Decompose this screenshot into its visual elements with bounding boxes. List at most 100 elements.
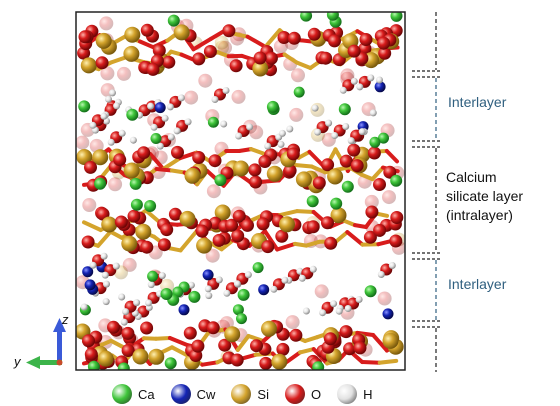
bond	[245, 34, 268, 49]
h-atom	[344, 305, 352, 312]
si-atom	[135, 223, 152, 240]
h-atom	[147, 281, 155, 289]
cw-atom	[82, 266, 94, 278]
cw-atom	[178, 304, 190, 316]
h-atom	[388, 262, 396, 269]
o-atom	[306, 220, 320, 234]
background-atom	[214, 35, 229, 50]
o-atom	[347, 143, 361, 157]
h-atom	[235, 132, 243, 140]
bond	[96, 229, 113, 248]
h-atom	[147, 102, 155, 110]
h-atom	[177, 94, 185, 102]
bond	[235, 334, 251, 352]
o-atom	[137, 146, 151, 160]
interlayer-bottom-label: Interlayer	[448, 276, 507, 292]
legend-item-si: Si	[231, 384, 269, 404]
si-atom	[123, 162, 140, 179]
h-atom	[158, 272, 166, 280]
cw-atom	[374, 81, 386, 93]
bond	[370, 165, 385, 182]
o-atom	[160, 223, 174, 237]
ca-atom	[326, 12, 339, 21]
o-atom	[261, 240, 275, 254]
ca-atom	[306, 195, 319, 208]
bond	[148, 152, 166, 171]
o-atom	[140, 240, 154, 254]
bond	[237, 147, 254, 153]
h-atom	[107, 138, 115, 146]
bond	[303, 335, 320, 343]
ca-atom	[266, 100, 279, 113]
o-atom	[377, 36, 391, 50]
background-atom	[99, 16, 114, 31]
ca-atom	[160, 288, 173, 300]
bond	[371, 333, 389, 353]
h-atom	[223, 289, 231, 297]
h-atom	[298, 274, 306, 282]
h-atom	[112, 262, 120, 270]
bond	[141, 336, 158, 341]
h-atom	[233, 280, 241, 288]
background-atom	[82, 198, 97, 212]
o-atom	[365, 205, 379, 219]
z-axis-arrowhead-icon	[53, 318, 66, 332]
ca-atom	[144, 200, 157, 212]
h-atom	[118, 293, 126, 301]
legend-label: Si	[257, 386, 269, 402]
o-atom	[389, 234, 403, 248]
ca-atom	[232, 304, 244, 316]
bond	[384, 149, 399, 164]
bond	[296, 149, 312, 160]
o-atom	[259, 356, 273, 370]
h-atom	[109, 89, 116, 97]
o-atom	[113, 153, 127, 167]
o-atom	[191, 339, 205, 353]
si-atom	[97, 350, 114, 367]
ca-atom	[150, 133, 162, 144]
cw-atom	[258, 284, 270, 296]
o-atom	[253, 51, 267, 65]
o-atom	[286, 147, 300, 161]
h-atom	[281, 276, 289, 284]
o-atom	[249, 175, 263, 189]
o-atom	[231, 229, 245, 243]
legend-item-h: H	[337, 384, 372, 404]
h-atom	[211, 96, 219, 103]
h-atom	[120, 318, 128, 326]
bond	[345, 230, 365, 247]
simulation-box	[75, 11, 406, 371]
o-atom	[183, 326, 197, 340]
ca-atom	[214, 174, 227, 187]
o-atom	[140, 23, 154, 37]
o-atom	[321, 158, 335, 172]
background-atom	[382, 190, 396, 205]
h-atom	[100, 112, 108, 120]
background-atom	[231, 89, 246, 104]
o-atom	[232, 209, 246, 223]
o-atom	[275, 229, 289, 243]
ca-atom	[188, 290, 201, 303]
intralayer-label-line2: silicate layer	[446, 188, 524, 204]
o-atom	[222, 24, 236, 38]
o-atom	[121, 326, 135, 340]
h-atom	[278, 129, 286, 137]
ca-atom	[78, 100, 91, 113]
bond	[377, 358, 399, 365]
y-axis-label: y	[14, 354, 21, 369]
si-atom	[101, 216, 118, 233]
background-atom	[184, 90, 199, 105]
bond	[295, 209, 316, 214]
background-atom	[100, 66, 115, 81]
o-atom	[218, 338, 232, 352]
ca-atom	[126, 108, 139, 121]
cw-atom	[382, 308, 394, 320]
intralayer-label: Calcium silicate layer (intralayer)	[446, 168, 523, 225]
background-atom	[364, 194, 379, 209]
h-atom	[325, 119, 333, 127]
o-atom	[276, 342, 290, 356]
h-atom	[314, 128, 322, 136]
background-atom	[289, 107, 304, 122]
o-atom	[324, 236, 338, 250]
si-atom	[173, 24, 190, 41]
